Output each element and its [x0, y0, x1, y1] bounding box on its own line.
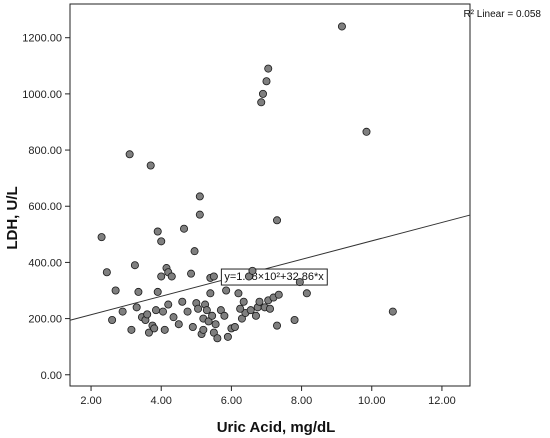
data-point — [180, 224, 189, 233]
data-point — [251, 311, 260, 320]
data-point — [239, 297, 248, 306]
data-point — [167, 272, 176, 281]
data-point — [237, 314, 246, 323]
data-point — [153, 227, 162, 236]
data-point — [188, 323, 197, 332]
x-tick-label: 8.00 — [291, 395, 312, 407]
data-point — [174, 320, 183, 329]
data-point — [223, 332, 232, 341]
fit-equation-label: y=1.48×10²+32.86*x — [224, 271, 324, 283]
data-point — [262, 77, 271, 86]
y-tick-label: 0.00 — [41, 370, 62, 382]
data-point — [153, 287, 162, 296]
data-point — [187, 269, 196, 278]
data-point — [274, 290, 283, 299]
x-tick-label: 12.00 — [428, 395, 456, 407]
plot-frame — [69, 3, 471, 387]
data-point — [125, 150, 134, 159]
data-point — [151, 306, 160, 315]
data-point — [302, 289, 311, 298]
x-tick-label: 6.00 — [221, 395, 242, 407]
y-tick-label: 1000.00 — [22, 89, 62, 101]
data-point — [102, 268, 111, 277]
data-point — [222, 286, 231, 295]
y-tick-label: 400.00 — [28, 257, 62, 269]
data-point — [248, 266, 257, 275]
data-point — [108, 315, 117, 324]
data-point — [255, 297, 264, 306]
data-point — [234, 289, 243, 298]
data-point — [111, 286, 120, 295]
data-point — [202, 306, 211, 315]
y-tick-label: 800.00 — [28, 145, 62, 157]
data-point — [118, 307, 127, 316]
data-point — [157, 237, 166, 246]
data-point — [295, 278, 304, 287]
data-point — [244, 272, 253, 281]
data-point — [264, 64, 273, 73]
data-point — [164, 300, 173, 309]
data-point — [211, 320, 220, 329]
y-tick-label: 1200.00 — [22, 33, 62, 45]
data-point — [144, 328, 153, 337]
y-tick-label: 200.00 — [28, 314, 62, 326]
data-point — [160, 325, 169, 334]
data-point — [130, 261, 139, 270]
data-point — [204, 317, 213, 326]
data-point — [206, 289, 215, 298]
data-point — [236, 304, 245, 313]
data-point — [146, 161, 155, 170]
data-point — [132, 303, 141, 312]
y-axis-title: LDH, U/L — [4, 186, 21, 249]
data-point — [97, 233, 106, 242]
data-point — [362, 127, 371, 136]
data-point — [150, 324, 159, 333]
data-point — [158, 307, 167, 316]
data-point — [213, 334, 222, 343]
data-point — [127, 325, 136, 334]
x-tick-label: 2.00 — [80, 395, 101, 407]
data-point — [190, 247, 199, 256]
data-point — [290, 315, 299, 324]
data-point — [273, 321, 282, 330]
x-tick-label: 10.00 — [358, 395, 386, 407]
data-point — [199, 325, 208, 334]
x-axis-title: Uric Acid, mg/dL — [217, 419, 336, 436]
data-point — [337, 22, 346, 31]
data-point — [178, 297, 187, 306]
data-point — [194, 304, 203, 313]
data-point — [134, 287, 143, 296]
data-point — [195, 210, 204, 219]
data-point — [265, 304, 274, 313]
r-squared-legend: R² Linear = 0.058 — [463, 9, 541, 20]
x-tick-label: 4.00 — [151, 395, 172, 407]
data-point — [216, 306, 225, 315]
data-point — [195, 192, 204, 201]
data-point — [258, 89, 267, 98]
data-point — [209, 328, 218, 337]
y-tick-label: 600.00 — [28, 201, 62, 213]
data-point — [209, 272, 218, 281]
data-point — [230, 323, 239, 332]
data-point — [157, 272, 166, 281]
regression-line — [69, 214, 471, 321]
data-point — [273, 216, 282, 225]
data-point — [257, 98, 266, 107]
data-point — [246, 306, 255, 315]
data-point — [169, 313, 178, 322]
data-point — [220, 311, 229, 320]
data-point — [183, 307, 192, 316]
data-point — [388, 307, 397, 316]
data-point — [208, 311, 217, 320]
data-point — [143, 310, 152, 319]
